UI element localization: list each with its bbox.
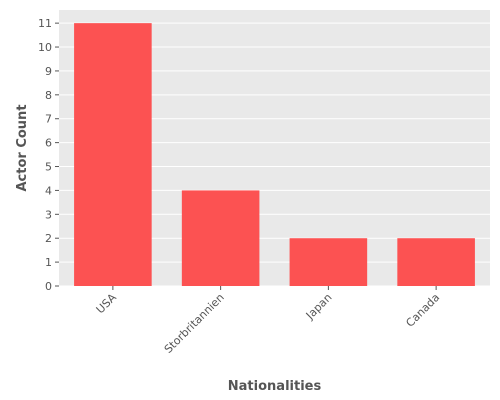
- y-axis-label: Actor Count: [15, 104, 30, 191]
- y-tick-label: 5: [45, 161, 52, 174]
- x-tick-label: Canada: [403, 291, 442, 330]
- y-tick-label: 6: [45, 137, 52, 150]
- x-tick-label: Storbritannien: [162, 291, 227, 356]
- x-tick-label: Japan: [303, 291, 335, 323]
- y-tick-label: 9: [45, 65, 52, 78]
- bar-japan: [289, 238, 368, 286]
- y-tick-label: 8: [45, 89, 52, 102]
- y-tick-label: 3: [45, 208, 52, 221]
- y-tick-label: 7: [45, 113, 52, 126]
- y-tick-label: 1: [45, 256, 52, 269]
- bar-canada: [397, 238, 475, 286]
- y-tick-label: 4: [45, 184, 52, 197]
- bars: [74, 23, 475, 287]
- x-axis-label: Nationalities: [228, 379, 322, 394]
- bar-usa: [74, 23, 152, 287]
- y-tick-label: 10: [38, 41, 52, 54]
- y-tick-label: 11: [38, 17, 52, 30]
- bar-storbritannien: [181, 190, 260, 286]
- y-tick-label: 0: [45, 280, 52, 293]
- x-axis-ticks: USA Storbritannien Japan Canada: [94, 286, 442, 356]
- y-axis-ticks: 0 1 2 3 4 5 6 7 8 9 10 11: [38, 17, 59, 293]
- y-tick-label: 2: [45, 232, 52, 245]
- x-tick-label: USA: [94, 291, 120, 317]
